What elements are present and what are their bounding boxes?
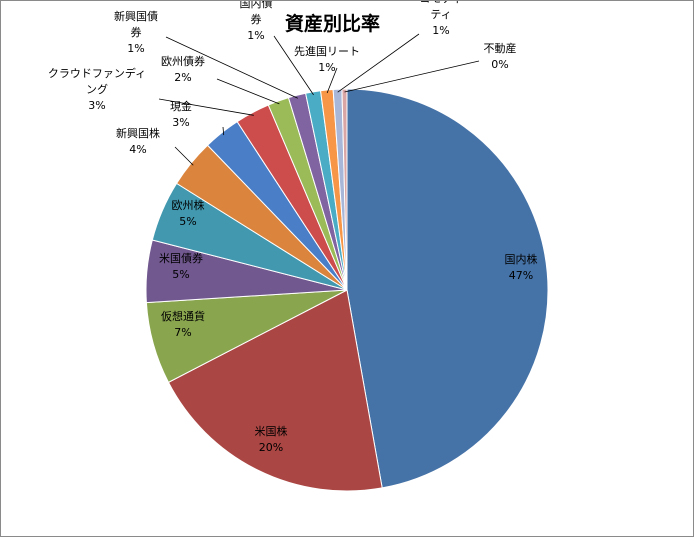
slice-percent-label: 3% — [172, 116, 189, 129]
slice-labels: 国内株 47% 米国株 20% 仮想通貨 7% 米国債券 5% 欧州株 5% 新興国株 4% 現金 3% ク… — [48, 1, 538, 454]
slice-name-label: 不動産 — [484, 41, 517, 55]
slice-percent-label: 0% — [491, 58, 508, 71]
chart-title: 資産別比率 — [285, 13, 381, 35]
leader-line — [216, 78, 280, 105]
slice-percent-label: 1% — [318, 61, 335, 74]
leader-line — [337, 33, 420, 93]
slice-percent-label: 1% — [432, 24, 449, 37]
slice-name-label: 欧州株 — [172, 198, 205, 212]
leader-line — [273, 35, 314, 96]
slice-name-label: クラウドファンディ — [48, 66, 146, 80]
slice-name-label: 新興国株 — [116, 126, 160, 140]
leader-line — [158, 98, 254, 116]
pie-slice — [167, 289, 383, 492]
slice-name-label: ティ — [430, 8, 451, 21]
pie-slice — [346, 88, 549, 489]
slice-name-label: 国内株 — [505, 252, 538, 266]
slice-percent-label: 47% — [509, 269, 533, 282]
slice-percent-label: 5% — [179, 215, 196, 228]
leader-line — [222, 126, 225, 136]
slice-name-label: 国内債 — [240, 1, 273, 10]
slice-percent-label: 7% — [174, 326, 191, 339]
slice-name-label: 仮想通貨 — [161, 309, 205, 323]
pie-slices — [145, 88, 549, 492]
leader-line — [344, 60, 480, 93]
slice-percent-label: 1% — [247, 29, 264, 42]
slice-percent-label: 3% — [88, 99, 105, 112]
leader-line — [165, 36, 298, 99]
slice-percent-label: 2% — [174, 71, 191, 84]
leader-lines — [158, 33, 480, 166]
slice-name-label: 米国債券 — [159, 251, 203, 265]
slice-name-label: 先進国リート — [294, 45, 360, 58]
leader-line — [174, 146, 194, 166]
slice-percent-label: 4% — [129, 143, 146, 156]
slice-percent-label: 20% — [259, 441, 283, 454]
leader-line — [326, 67, 338, 94]
slice-percent-label: 5% — [172, 268, 189, 281]
slice-name-label: 欧州債券 — [161, 54, 205, 68]
slice-name-label: ング — [86, 82, 108, 96]
slice-name-label: 券 — [131, 25, 142, 39]
slice-name-label: 券 — [251, 12, 262, 26]
slice-name-label: 現金 — [170, 99, 192, 113]
slice-name-label: コモディ — [419, 1, 462, 5]
slice-name-label: 新興国債 — [114, 9, 158, 23]
slice-name-label: 米国株 — [255, 424, 288, 438]
slice-percent-label: 1% — [127, 42, 144, 55]
